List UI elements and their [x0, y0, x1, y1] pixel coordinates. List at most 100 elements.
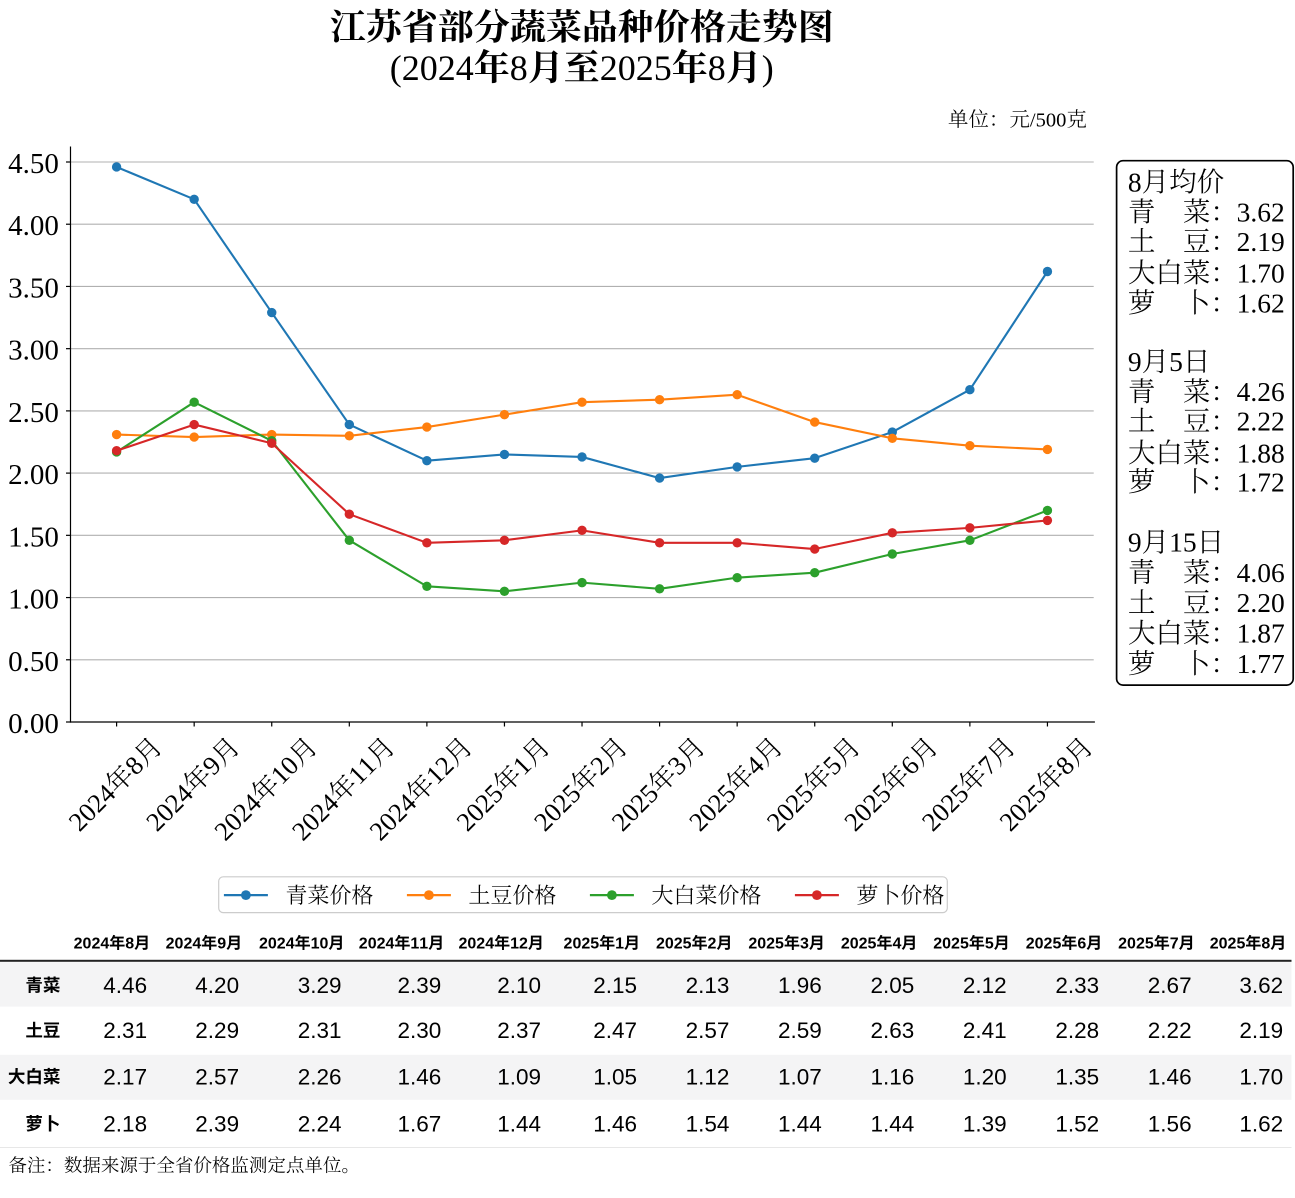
svg-text:8: 8	[1128, 166, 1142, 197]
svg-text:2025: 2025	[656, 936, 692, 953]
svg-text:1.88: 1.88	[1237, 437, 1285, 468]
svg-text:1.12: 1.12	[686, 1064, 730, 1089]
svg-text:4.20: 4.20	[195, 973, 239, 998]
svg-text:0.50: 0.50	[8, 646, 59, 678]
svg-text:1.70: 1.70	[1239, 1064, 1283, 1089]
svg-text:2.31: 2.31	[298, 1018, 342, 1043]
svg-text:2024: 2024	[359, 936, 395, 953]
svg-text:1.20: 1.20	[963, 1064, 1007, 1089]
svg-text:3.62: 3.62	[1237, 196, 1285, 227]
svg-text:1.05: 1.05	[593, 1064, 637, 1089]
svg-text:1.96: 1.96	[778, 973, 822, 998]
svg-text:2024: 2024	[166, 936, 202, 953]
svg-text:2.19: 2.19	[1239, 1018, 1283, 1043]
svg-text:1.67: 1.67	[398, 1111, 442, 1136]
svg-text:2.67: 2.67	[1148, 973, 1192, 998]
svg-text:1.54: 1.54	[686, 1111, 730, 1136]
svg-text:9: 9	[1128, 527, 1142, 558]
svg-text:8: 8	[708, 48, 726, 88]
svg-text:4.06: 4.06	[1237, 557, 1285, 588]
svg-text:1.39: 1.39	[963, 1111, 1007, 1136]
svg-text:2.57: 2.57	[686, 1018, 730, 1043]
svg-text:1.46: 1.46	[1148, 1064, 1192, 1089]
svg-text:/500: /500	[1030, 109, 1066, 131]
svg-text:1.35: 1.35	[1055, 1064, 1099, 1089]
svg-text:2.15: 2.15	[593, 973, 637, 998]
svg-text:4.50: 4.50	[8, 148, 59, 180]
svg-text:1.52: 1.52	[1055, 1111, 1099, 1136]
svg-text:2025: 2025	[933, 936, 969, 953]
svg-text:11: 11	[410, 936, 428, 953]
svg-text:4.26: 4.26	[1237, 376, 1285, 407]
svg-text:2.63: 2.63	[871, 1018, 915, 1043]
svg-text:2.00: 2.00	[8, 459, 59, 491]
svg-text:2025: 2025	[600, 48, 672, 88]
svg-text:4.46: 4.46	[103, 973, 147, 998]
svg-text:2.19: 2.19	[1237, 226, 1285, 257]
svg-text:1.44: 1.44	[871, 1111, 915, 1136]
svg-text:3.50: 3.50	[8, 272, 59, 304]
svg-text:2.26: 2.26	[298, 1064, 342, 1089]
svg-text:2024: 2024	[459, 936, 495, 953]
svg-text:2: 2	[708, 936, 717, 953]
svg-text:1.44: 1.44	[497, 1111, 541, 1136]
svg-text:2025: 2025	[841, 936, 877, 953]
svg-text:1.00: 1.00	[8, 584, 59, 616]
svg-text:1.46: 1.46	[593, 1111, 637, 1136]
svg-text:1.77: 1.77	[1237, 648, 1285, 679]
svg-text:8: 8	[510, 48, 528, 88]
svg-text:9: 9	[217, 936, 226, 953]
svg-text:2.22: 2.22	[1148, 1018, 1192, 1043]
svg-text:7: 7	[1170, 936, 1179, 953]
svg-text:2025: 2025	[1026, 936, 1062, 953]
svg-text:1.56: 1.56	[1148, 1111, 1192, 1136]
svg-text:15: 15	[1169, 527, 1197, 558]
svg-text:2.33: 2.33	[1055, 973, 1099, 998]
svg-text:2.30: 2.30	[398, 1018, 442, 1043]
svg-text:2.31: 2.31	[103, 1018, 147, 1043]
svg-text:2.39: 2.39	[398, 973, 442, 998]
svg-text:10: 10	[311, 936, 329, 953]
svg-text:4: 4	[892, 936, 901, 953]
svg-text:1.50: 1.50	[8, 521, 59, 553]
svg-text:1: 1	[615, 936, 624, 953]
svg-text:2.18: 2.18	[103, 1111, 147, 1136]
svg-text:2.47: 2.47	[593, 1018, 637, 1043]
svg-text:1.87: 1.87	[1237, 618, 1285, 649]
svg-text:4.00: 4.00	[8, 210, 59, 242]
svg-text:2.12: 2.12	[963, 973, 1007, 998]
svg-text:1.62: 1.62	[1239, 1111, 1283, 1136]
svg-text:12: 12	[510, 936, 528, 953]
svg-text:3.29: 3.29	[298, 973, 342, 998]
svg-text:2.39: 2.39	[195, 1111, 239, 1136]
svg-text:1.70: 1.70	[1237, 257, 1285, 288]
svg-text:2.59: 2.59	[778, 1018, 822, 1043]
svg-text:8: 8	[1261, 936, 1270, 953]
svg-text:1.16: 1.16	[871, 1064, 915, 1089]
svg-text:2.37: 2.37	[497, 1018, 541, 1043]
svg-text:2.10: 2.10	[497, 973, 541, 998]
svg-text:1.44: 1.44	[778, 1111, 822, 1136]
svg-text:2.17: 2.17	[103, 1064, 147, 1089]
svg-text:2.13: 2.13	[686, 973, 730, 998]
svg-text:1.72: 1.72	[1237, 466, 1285, 497]
svg-text:6: 6	[1077, 936, 1086, 953]
svg-text:2.05: 2.05	[871, 973, 915, 998]
svg-text:0.00: 0.00	[8, 708, 59, 740]
svg-text:2025: 2025	[1210, 936, 1246, 953]
svg-text:1.09: 1.09	[497, 1064, 541, 1089]
svg-text:1.07: 1.07	[778, 1064, 822, 1089]
svg-text:2.29: 2.29	[195, 1018, 239, 1043]
svg-text:5: 5	[985, 936, 994, 953]
svg-text:): )	[762, 48, 774, 88]
svg-text:2.28: 2.28	[1055, 1018, 1099, 1043]
svg-text:2.24: 2.24	[298, 1111, 342, 1136]
svg-text:2.41: 2.41	[963, 1018, 1007, 1043]
svg-text:2025: 2025	[564, 936, 600, 953]
svg-text:2.20: 2.20	[1237, 587, 1285, 618]
svg-text:3.00: 3.00	[8, 335, 59, 367]
svg-text:2025: 2025	[748, 936, 784, 953]
svg-text:2024: 2024	[259, 936, 295, 953]
svg-text:2.57: 2.57	[195, 1064, 239, 1089]
svg-text:2024: 2024	[74, 936, 110, 953]
